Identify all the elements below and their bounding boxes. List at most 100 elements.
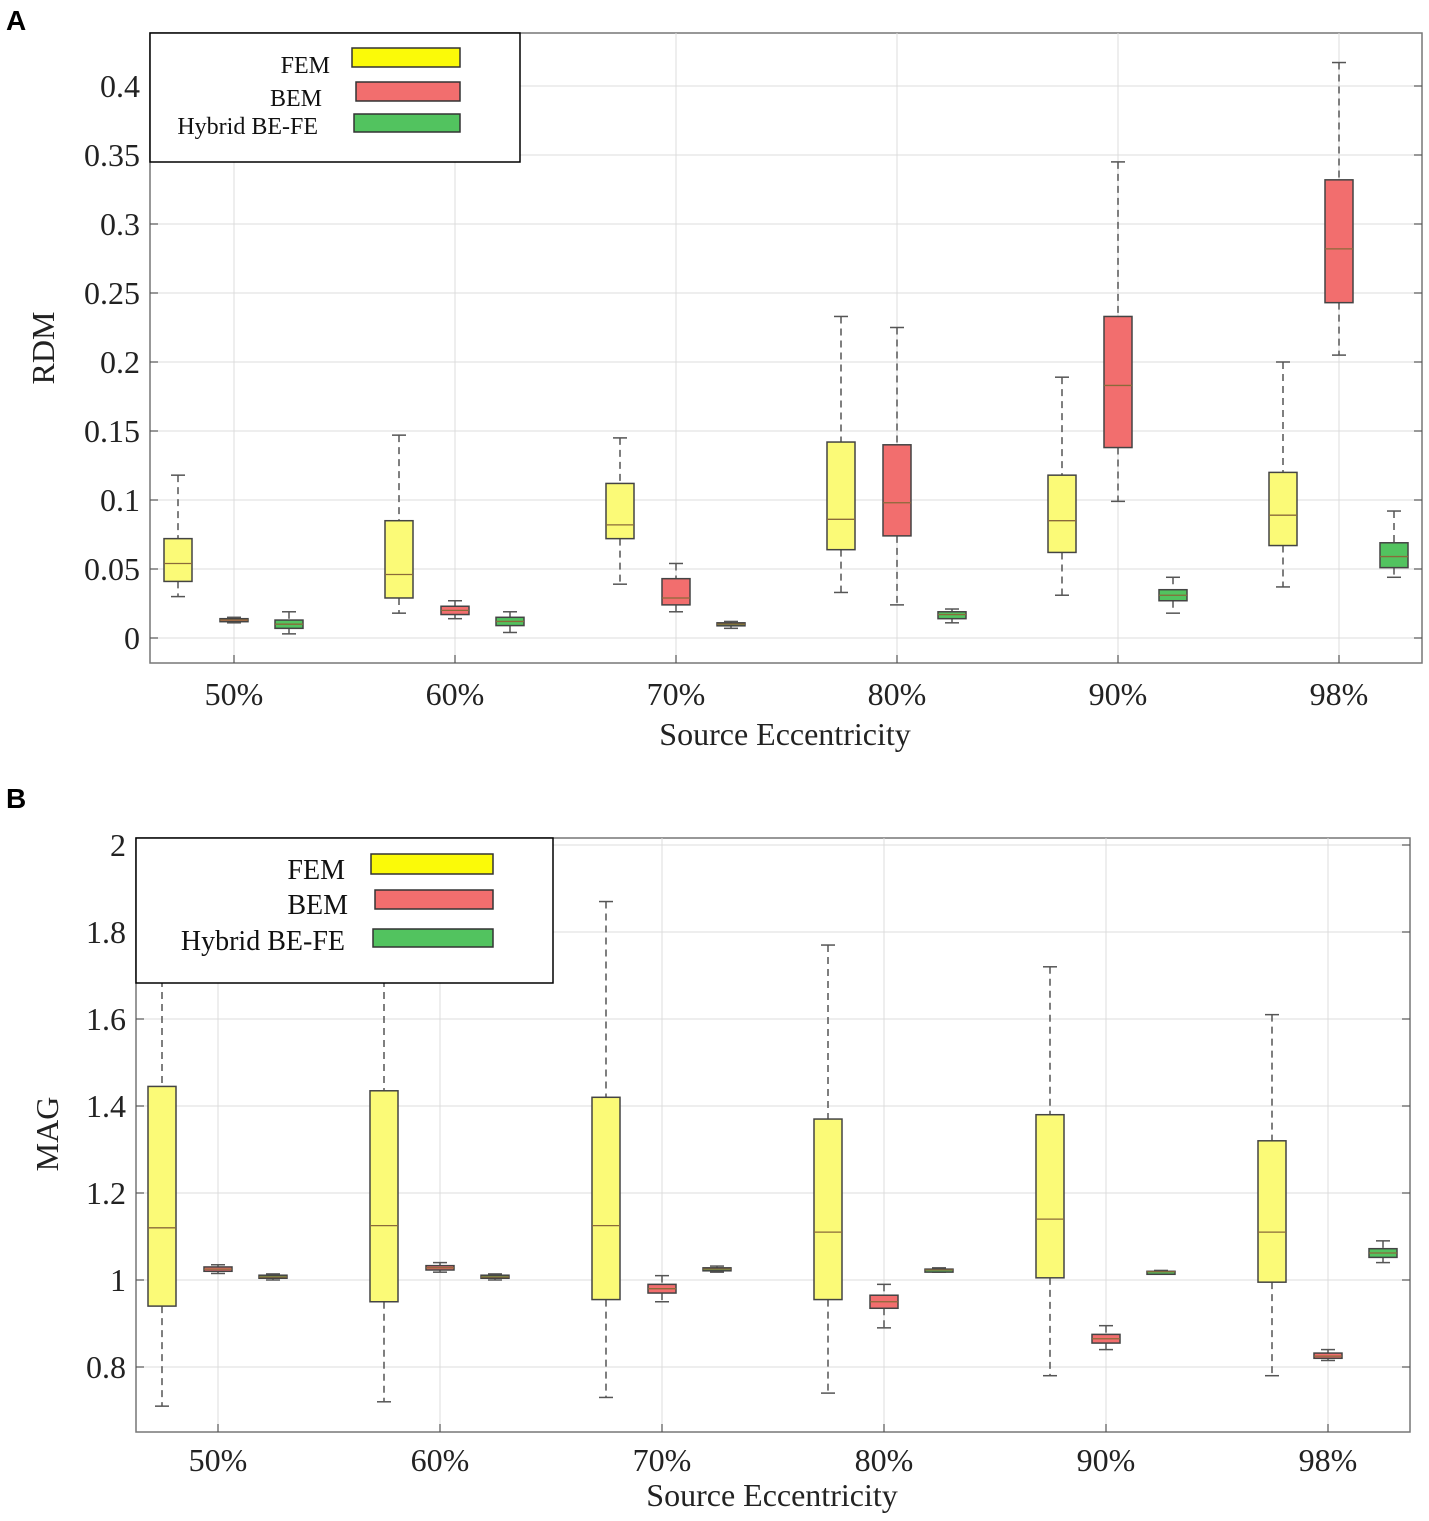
panel-a-box-hybrid-be-fe-70pct (716, 620, 746, 630)
box-iqr (147, 1085, 177, 1307)
panel-b-y-tick-label: 1 (110, 1262, 126, 1298)
panel-a-x-tick-label: 60% (426, 676, 485, 712)
panel-a-legend: FEM BEM Hybrid BE-FE (149, 32, 521, 163)
panel-b-box-fem-70pct (591, 900, 621, 1399)
panel-a-y-tick-label: 0.1 (100, 482, 140, 518)
panel-b-legend-fem-label: FEM (287, 855, 345, 886)
panel-b-x-tick-label: 80% (855, 1442, 914, 1478)
box-iqr (882, 444, 912, 537)
panel-b-legend-hybrid-swatch (372, 928, 494, 948)
panel-b-y-tick-label: 1.4 (86, 1088, 126, 1124)
box-iqr (813, 1118, 843, 1301)
panel-b-box-bem-98pct (1313, 1348, 1343, 1362)
panel-a-x-tick-label: 80% (868, 676, 927, 712)
panel-a-y-tick-label: 0.3 (100, 206, 140, 242)
panel-a-legend-hybrid-swatch (353, 113, 461, 133)
panel-a-y-tick-label: 0 (124, 620, 140, 656)
panel-b-legend: FEM BEM Hybrid BE-FE (135, 837, 554, 984)
panel-a-legend-fem-label: FEM (281, 53, 330, 79)
panel-b-legend-hybrid-label: Hybrid BE-FE (181, 926, 345, 957)
panel-b-x-ticks: 50% 60% 70% 80% 90% 98% (189, 1424, 1358, 1478)
panel-a-legend-bem-label: BEM (270, 86, 322, 112)
panel-a-box-hybrid-be-fe-90pct (1158, 576, 1188, 614)
panel-a-x-tick-label: 50% (205, 676, 264, 712)
panel-b-box-bem-90pct (1091, 1324, 1121, 1351)
panel-a-box-hybrid-be-fe-50pct (274, 611, 304, 635)
panel-b-x-tick-label: 60% (411, 1442, 470, 1478)
panel-a-legend-bem-swatch (355, 81, 461, 102)
panel-b: B 0.8 1 1.2 1.4 1.6 1.8 2 50% 60% 70% 80% 90% 98% S… (6, 783, 1411, 1513)
box-iqr (591, 1096, 621, 1301)
panel-b-legend-bem-swatch (374, 889, 494, 910)
panel-b-box-fem-90pct (1035, 966, 1065, 1377)
panel-a-boxes (163, 61, 1409, 635)
panel-b-box-hybrid-be-fe-90pct (1146, 1269, 1176, 1276)
panel-a-y-tick-label: 0.35 (84, 137, 140, 173)
panel-b-y-tick-label: 1.2 (86, 1175, 126, 1211)
panel-b-box-fem-80pct (813, 944, 843, 1394)
panel-a-x-tick-label: 98% (1310, 676, 1369, 712)
box-iqr (661, 577, 691, 606)
panel-b-box-hybrid-be-fe-60pct (480, 1273, 510, 1281)
box-iqr (163, 537, 193, 583)
panel-a-box-bem-70pct (661, 562, 691, 613)
panel-a-box-hybrid-be-fe-98pct (1379, 510, 1409, 579)
panel-b-box-fem-50pct (147, 931, 177, 1407)
panel-b-y-tick-label: 1.8 (86, 914, 126, 950)
panel-a-y-axis-title: RDM (25, 312, 61, 385)
panel-a-legend-box (149, 32, 521, 163)
panel-b-box-bem-70pct (647, 1274, 677, 1303)
panel-b-box-bem-50pct (203, 1264, 233, 1275)
panel-b-legend-bem-label: BEM (287, 890, 348, 921)
panel-a-box-fem-70pct (605, 437, 635, 585)
panel-b-box-fem-98pct (1257, 1013, 1287, 1377)
panel-b-x-tick-label: 90% (1077, 1442, 1136, 1478)
panel-a-y-tick-label: 0.25 (84, 275, 140, 311)
box-iqr (1047, 474, 1077, 554)
panel-a-label: A (6, 5, 26, 36)
panel-a-legend-hybrid-label: Hybrid BE-FE (177, 114, 318, 140)
panel-a-box-bem-50pct (219, 616, 249, 624)
panel-a-y-tick-label: 0.15 (84, 413, 140, 449)
panel-a-box-fem-80pct (826, 315, 856, 594)
box-iqr (1379, 542, 1409, 569)
panel-a-x-tick-label: 70% (647, 676, 706, 712)
panel-a-legend-fem-swatch (351, 47, 461, 68)
panel-b-box-hybrid-be-fe-70pct (702, 1265, 732, 1273)
box-iqr (369, 1090, 399, 1303)
panel-a-x-ticks: 50% 60% 70% 80% 90% 98% (205, 655, 1369, 712)
panel-b-x-axis-title: Source Eccentricity (646, 1477, 897, 1513)
panel-b-x-tick-label: 70% (633, 1442, 692, 1478)
panel-a: A 0 0.05 0.1 0.15 0.2 0.25 0.3 0.35 0.4 50% 60% 70… (6, 5, 1423, 752)
panel-b-box-bem-60pct (425, 1261, 455, 1273)
box-iqr (1324, 179, 1354, 304)
panel-b-y-tick-label: 2 (110, 827, 126, 863)
box-iqr (384, 519, 414, 599)
panel-a-box-fem-50pct (163, 474, 193, 598)
panel-a-box-hybrid-be-fe-80pct (937, 608, 967, 624)
box-iqr (1103, 315, 1133, 449)
panel-a-box-fem-90pct (1047, 376, 1077, 596)
panel-b-box-hybrid-be-fe-50pct (258, 1273, 288, 1281)
panel-a-y-ticks: 0 0.05 0.1 0.15 0.2 0.25 0.3 0.35 0.4 (84, 68, 1422, 656)
box-iqr (937, 611, 967, 620)
box-iqr (605, 482, 635, 540)
panel-a-box-bem-90pct (1103, 161, 1133, 503)
box-iqr (1257, 1140, 1287, 1283)
panel-b-x-tick-label: 98% (1299, 1442, 1358, 1478)
panel-b-label: B (6, 783, 26, 814)
panel-a-box-hybrid-be-fe-60pct (495, 611, 525, 634)
box-iqr (1268, 471, 1298, 547)
panel-b-y-axis-title: MAG (29, 1097, 65, 1172)
box-iqr (826, 441, 856, 551)
panel-b-box-hybrid-be-fe-98pct (1368, 1240, 1398, 1264)
panel-b-y-tick-label: 1.6 (86, 1001, 126, 1037)
panel-a-y-tick-label: 0.05 (84, 551, 140, 587)
panel-a-box-bem-80pct (882, 326, 912, 606)
panel-b-y-ticks: 0.8 1 1.2 1.4 1.6 1.8 2 (86, 827, 1410, 1385)
panel-b-x-tick-label: 50% (189, 1442, 248, 1478)
panel-a-y-tick-label: 0.4 (100, 68, 140, 104)
panel-b-box-bem-80pct (869, 1283, 899, 1329)
panel-a-box-bem-98pct (1324, 61, 1354, 356)
